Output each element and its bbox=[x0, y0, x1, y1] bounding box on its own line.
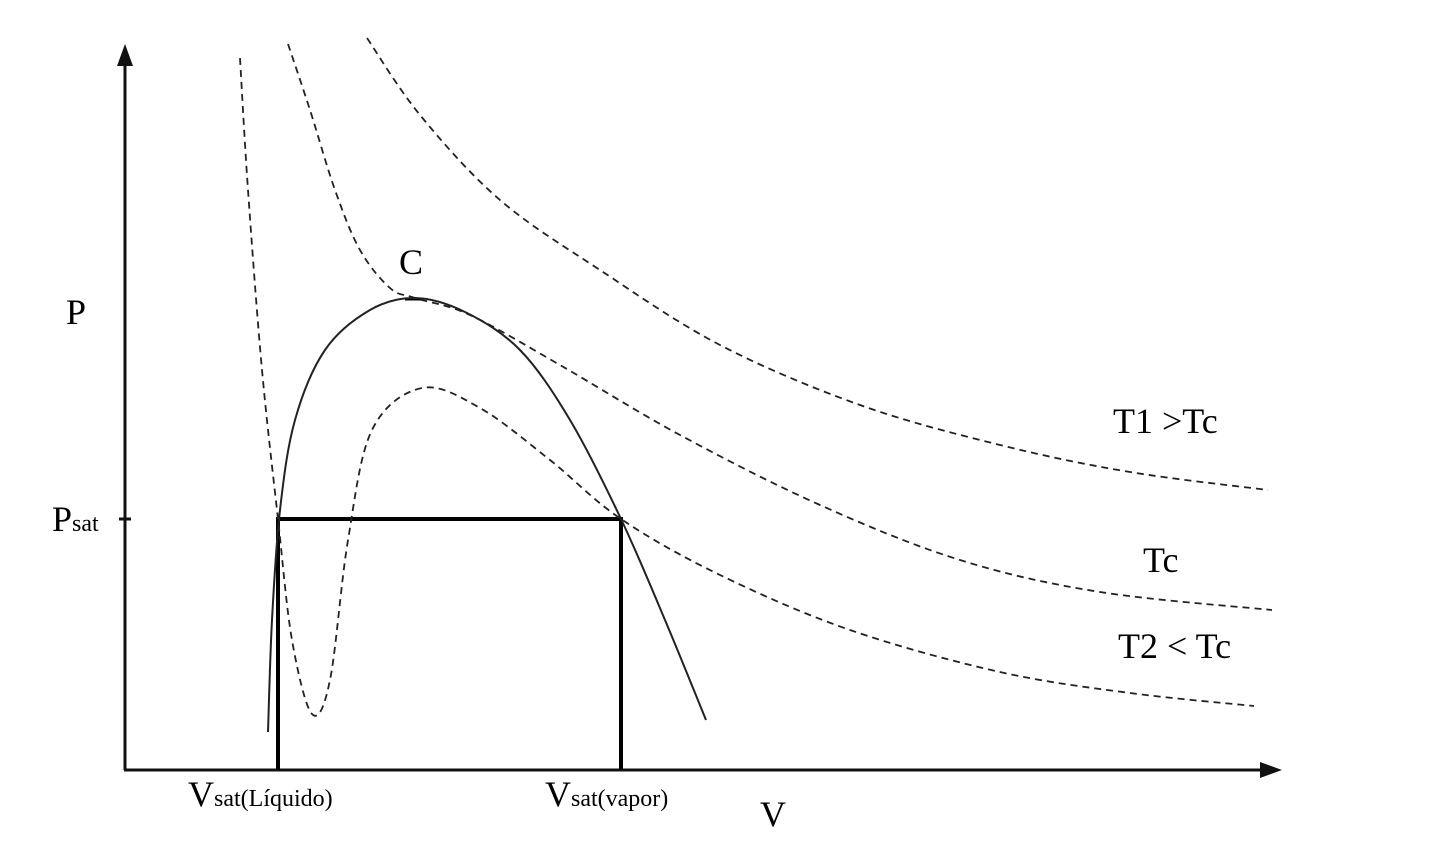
isotherm-label: T1 >Tc bbox=[1113, 401, 1218, 441]
vsat-liquid-sub: sat(Líquido) bbox=[214, 786, 333, 812]
x-axis-arrow bbox=[1260, 762, 1282, 778]
isotherm-t2 bbox=[239, 57, 1255, 717]
vsat-liquid-main: V bbox=[188, 774, 214, 814]
saturation-dome bbox=[267, 296, 707, 733]
psat-sub: sat bbox=[72, 511, 99, 537]
curves bbox=[239, 37, 1273, 733]
isotherm-t1 bbox=[366, 37, 1269, 491]
isotherm-label: T2 < Tc bbox=[1118, 626, 1231, 666]
x-axis-label: V bbox=[760, 794, 786, 834]
vsat-vapor-sub: sat(vapor) bbox=[571, 786, 668, 812]
psat-label: Psat bbox=[52, 499, 99, 539]
y-axis-label: P bbox=[66, 292, 86, 332]
vsat-vapor-label: Vsat(vapor) bbox=[545, 774, 668, 814]
vsat-liquid-label: Vsat(Líquido) bbox=[188, 774, 333, 814]
isotherm-label: Tc bbox=[1143, 540, 1178, 580]
saturation-line bbox=[276, 517, 623, 770]
isotherm-tc bbox=[287, 43, 1273, 611]
psat-main: P bbox=[52, 499, 72, 539]
vsat-vapor-main: V bbox=[545, 774, 571, 814]
critical-label: C bbox=[399, 242, 423, 282]
y-axis-arrow bbox=[117, 44, 133, 66]
